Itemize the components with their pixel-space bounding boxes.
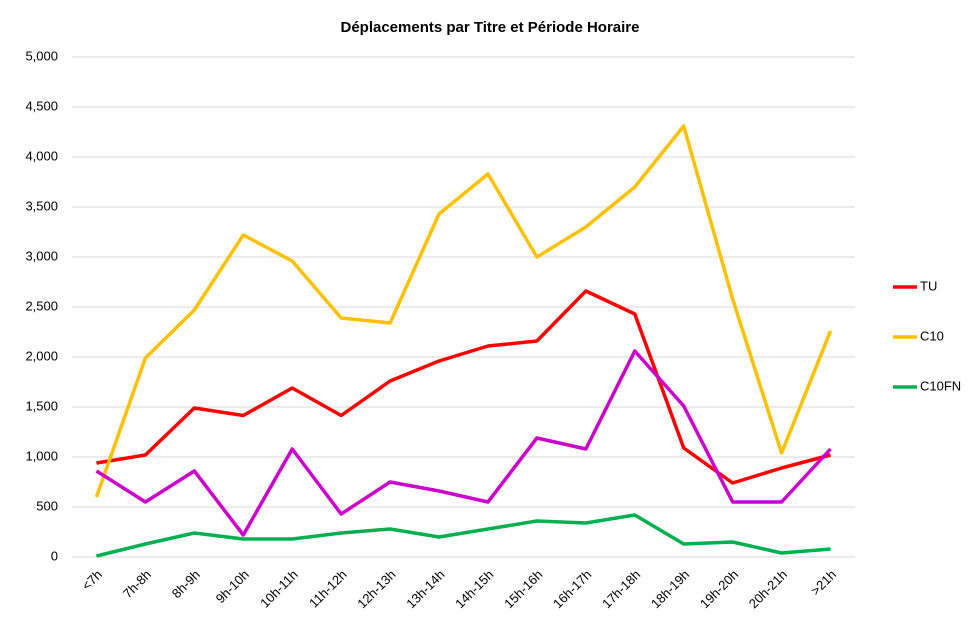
y-tick-label: 1,000: [25, 448, 58, 463]
x-tick-label: 19h-20h: [697, 567, 741, 611]
y-tick-label: 3,000: [25, 248, 58, 263]
x-tick-label: 20h-21h: [746, 567, 790, 611]
legend-label: C10FN: [920, 378, 961, 393]
x-tick-label: 13h-14h: [403, 567, 447, 611]
y-tick-label: 1,500: [25, 398, 58, 413]
y-tick-label: 4,000: [25, 148, 58, 163]
y-tick-label: 3,500: [25, 198, 58, 213]
x-tick-label: <7h: [79, 567, 105, 593]
series-line: [95, 349, 832, 537]
x-tick-label: 12h-13h: [354, 567, 398, 611]
y-tick-label: 2,500: [25, 298, 58, 313]
chart-title: Déplacements par Titre et Période Horair…: [340, 19, 639, 36]
x-tick-label: 14h-15h: [452, 567, 496, 611]
x-tick-label: 10h-11h: [257, 567, 301, 611]
x-tick-label: 17h-18h: [599, 567, 643, 611]
x-tick-label: 8h-9h: [169, 567, 203, 601]
legend-label: TU: [920, 278, 937, 293]
x-tick-label: >21h: [808, 567, 839, 598]
y-tick-label: 4,500: [25, 98, 58, 113]
y-tick-label: 0: [51, 548, 58, 563]
series-line: [96, 289, 831, 485]
series-line: [96, 513, 831, 558]
x-tick-label: 16h-17h: [550, 567, 594, 611]
x-tick-label: 11h-12h: [306, 567, 350, 611]
x-tick-label: 9h-10h: [213, 567, 252, 606]
y-tick-label: 2,000: [25, 348, 58, 363]
x-tick-label: 15h-16h: [501, 567, 545, 611]
x-tick-label: 7h-8h: [120, 567, 154, 601]
series-line: [94, 124, 833, 498]
x-tick-label: 18h-19h: [648, 567, 692, 611]
legend-label: C10: [920, 328, 944, 343]
y-tick-label: 5,000: [25, 48, 58, 63]
y-tick-label: 500: [36, 498, 58, 513]
